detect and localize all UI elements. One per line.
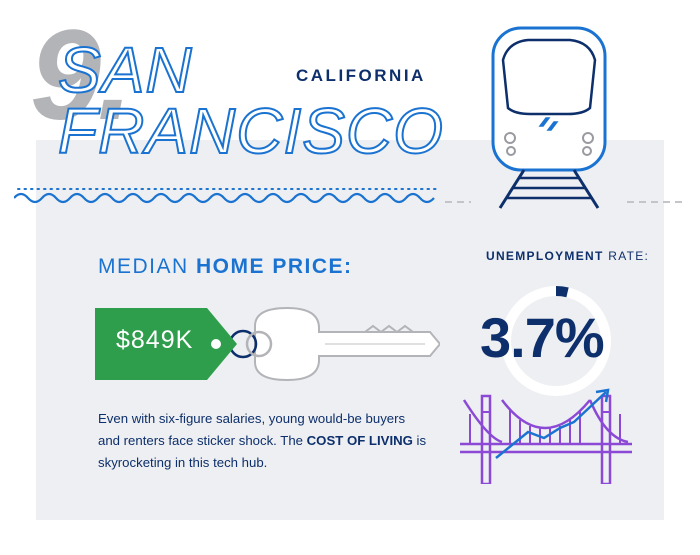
unemployment-label-bold: UNEMPLOYMENT: [486, 249, 604, 263]
key-icon: [95, 306, 440, 382]
rank-number: 9.: [30, 4, 133, 147]
wavy-divider: [14, 188, 441, 204]
description-text: Even with six-figure salaries, young wou…: [98, 408, 428, 474]
wave-line: [14, 192, 435, 204]
median-home-price-label: MEDIAN HOME PRICE:: [98, 255, 353, 279]
unemployment-rate-label: UNEMPLOYMENT RATE:: [486, 249, 649, 263]
dashed-divider: [445, 201, 685, 203]
unemployment-label-regular: RATE:: [603, 249, 650, 263]
price-tag: [95, 308, 237, 380]
unemployment-rate-value: 3.7%: [480, 306, 605, 369]
median-label-regular: MEDIAN: [98, 255, 197, 278]
home-price-value: $849K: [116, 326, 194, 354]
city-title-line2: FRANCISCO: [57, 95, 444, 168]
trend-up-arrow-icon: [495, 388, 610, 459]
city-title-line1: SAN: [57, 34, 193, 106]
city-title: SAN FRANCISCO: [57, 37, 444, 168]
golden-gate-bridge-icon: [460, 388, 632, 484]
train-front-icon: [491, 26, 607, 209]
median-label-bold: HOME PRICE:: [196, 255, 353, 278]
state-label: CALIFORNIA: [296, 66, 426, 85]
description-part2: is skyrocketing in this tech hub.: [98, 433, 427, 470]
unemployment-gauge: [501, 286, 611, 396]
description-part1: Even with six-figure salaries, young wou…: [98, 411, 406, 448]
gauge-fill: [555, 286, 569, 298]
description-bold: COST OF LIVING: [306, 433, 413, 448]
